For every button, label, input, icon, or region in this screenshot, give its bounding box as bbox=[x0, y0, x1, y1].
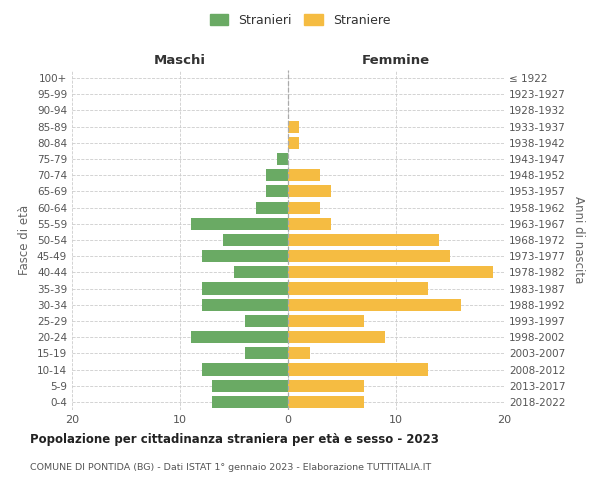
Bar bbox=[288, 137, 299, 149]
Bar bbox=[202, 282, 288, 294]
Bar bbox=[212, 380, 288, 392]
Bar bbox=[288, 250, 450, 262]
Text: Popolazione per cittadinanza straniera per età e sesso - 2023: Popolazione per cittadinanza straniera p… bbox=[30, 432, 439, 446]
Bar bbox=[245, 315, 288, 327]
Bar bbox=[191, 331, 288, 343]
Text: Maschi: Maschi bbox=[154, 54, 206, 67]
Bar bbox=[245, 348, 288, 360]
Bar bbox=[288, 169, 320, 181]
Bar bbox=[202, 298, 288, 311]
Bar bbox=[288, 380, 364, 392]
Bar bbox=[234, 266, 288, 278]
Bar bbox=[202, 250, 288, 262]
Bar bbox=[256, 202, 288, 213]
Bar bbox=[223, 234, 288, 246]
Y-axis label: Anni di nascita: Anni di nascita bbox=[572, 196, 585, 284]
Bar bbox=[288, 315, 364, 327]
Bar bbox=[288, 120, 299, 132]
Bar bbox=[288, 364, 428, 376]
Bar bbox=[288, 266, 493, 278]
Bar bbox=[288, 186, 331, 198]
Text: COMUNE DI PONTIDA (BG) - Dati ISTAT 1° gennaio 2023 - Elaborazione TUTTITALIA.IT: COMUNE DI PONTIDA (BG) - Dati ISTAT 1° g… bbox=[30, 462, 431, 471]
Text: Femmine: Femmine bbox=[362, 54, 430, 67]
Bar bbox=[202, 364, 288, 376]
Bar bbox=[191, 218, 288, 230]
Bar bbox=[288, 331, 385, 343]
Bar bbox=[277, 153, 288, 165]
Legend: Stranieri, Straniere: Stranieri, Straniere bbox=[207, 11, 393, 29]
Bar bbox=[288, 298, 461, 311]
Bar bbox=[288, 202, 320, 213]
Bar bbox=[288, 218, 331, 230]
Bar bbox=[212, 396, 288, 408]
Y-axis label: Fasce di età: Fasce di età bbox=[19, 205, 31, 275]
Bar bbox=[266, 169, 288, 181]
Bar bbox=[266, 186, 288, 198]
Bar bbox=[288, 348, 310, 360]
Bar bbox=[288, 234, 439, 246]
Bar bbox=[288, 396, 364, 408]
Bar bbox=[288, 282, 428, 294]
